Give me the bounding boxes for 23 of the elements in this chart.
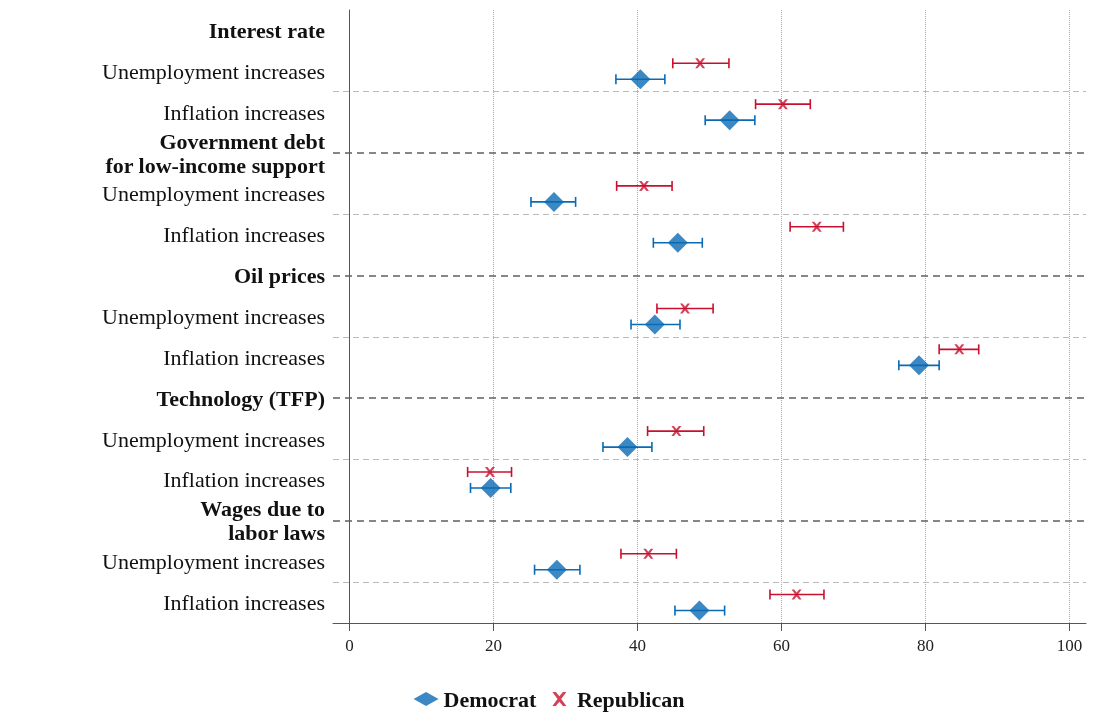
- y-tick-label: Inflation increases: [163, 222, 325, 248]
- y-tick-label: Unemployment increases: [102, 58, 325, 84]
- y-tick-label: Unemployment increases: [102, 181, 325, 207]
- y-tick-label: Inflation increases: [163, 590, 325, 616]
- x-tick-label: 20: [485, 636, 503, 655]
- y-tick-label: Technology (TFP): [156, 385, 325, 411]
- legend-label: Republican: [576, 686, 685, 712]
- x-tick-label: 80: [916, 636, 934, 655]
- y-tick-label: Unemployment increases: [102, 426, 325, 452]
- y-tick-label: Interest rate: [208, 17, 326, 43]
- y-tick-label: Oil prices: [233, 263, 326, 289]
- x-tick-label: 100: [1056, 636, 1083, 655]
- y-tick-label: Government debt for low-income support: [105, 128, 326, 178]
- y-tick-label: Unemployment increases: [102, 549, 325, 575]
- y-tick-label: Unemployment increases: [102, 304, 325, 329]
- x-tick-label: 40: [629, 636, 647, 655]
- x-tick-label: 60: [772, 636, 790, 655]
- x-tick-label: 0: [345, 636, 354, 655]
- y-tick-label: Inflation increases: [163, 467, 325, 493]
- y-tick-label: Inflation increases: [163, 344, 325, 370]
- legend-label: Democrat: [443, 686, 538, 712]
- y-tick-label: Inflation increases: [163, 99, 325, 125]
- y-tick-label: Wages due to labor laws: [200, 496, 326, 546]
